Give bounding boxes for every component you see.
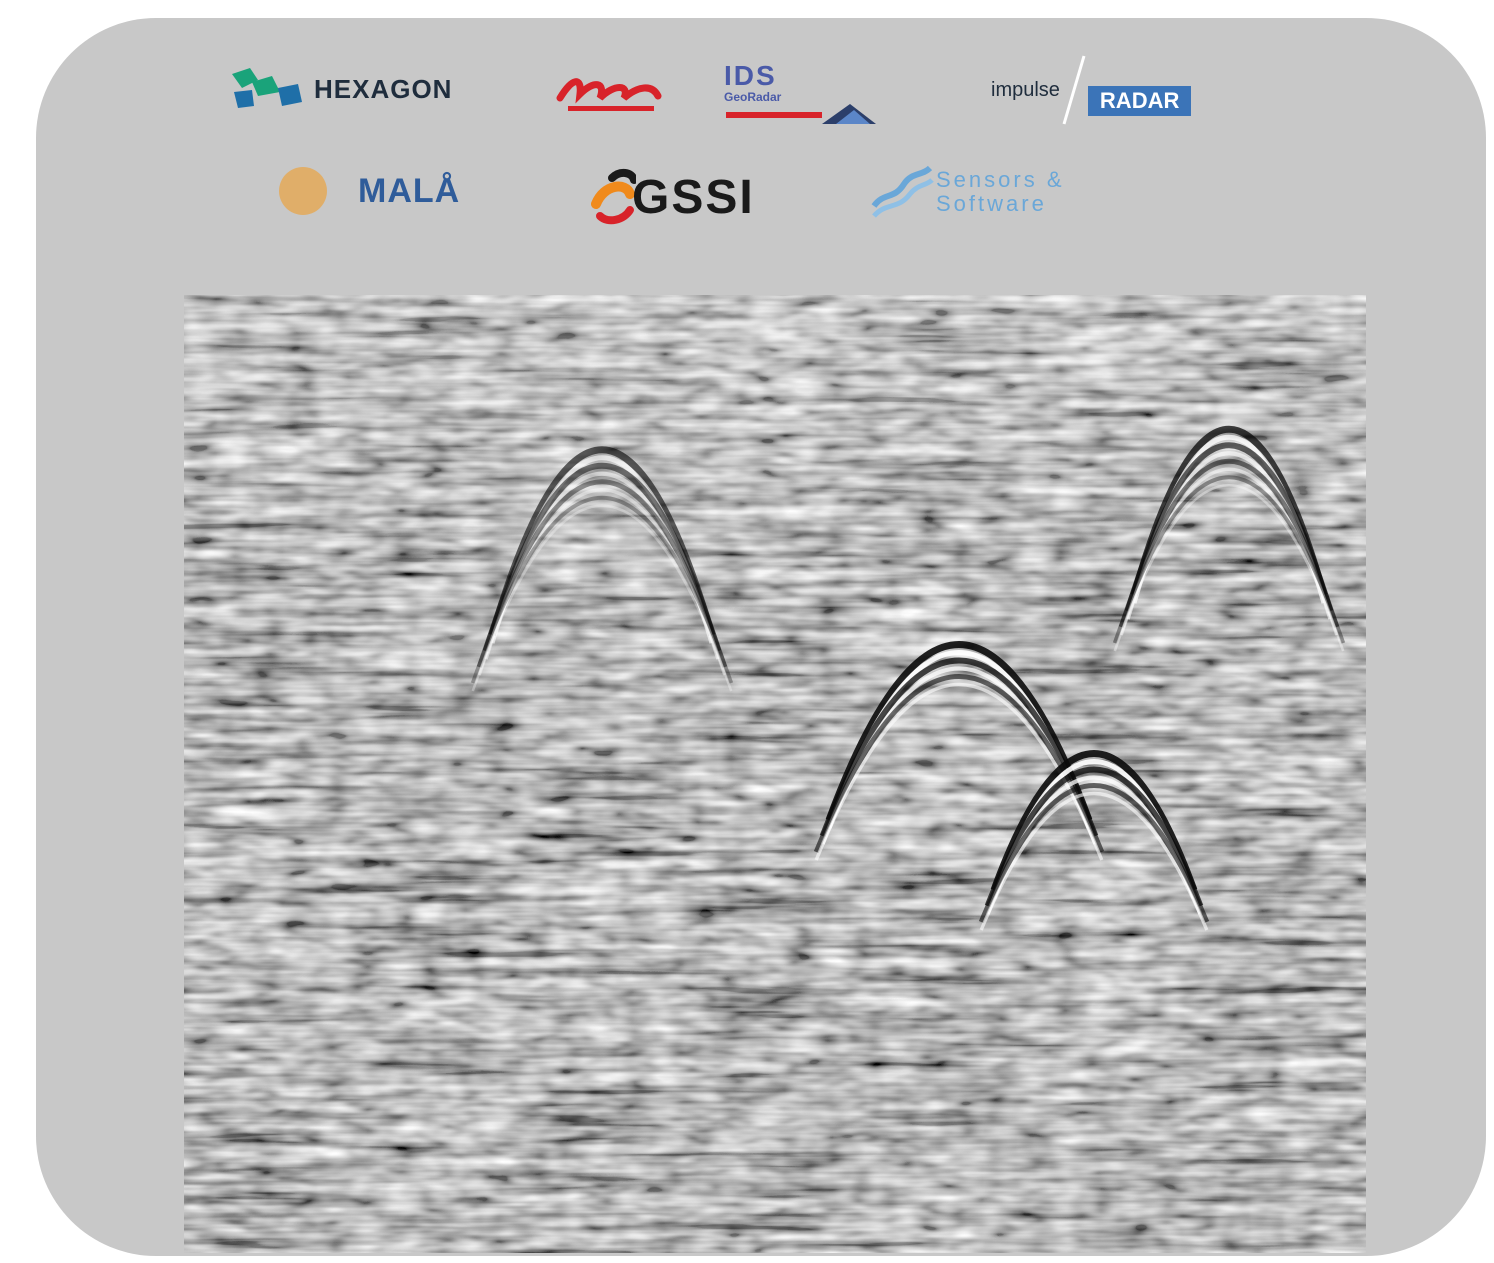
hexagon-text: HEXAGON [314, 74, 452, 105]
gssi-swoosh-icon [586, 164, 636, 230]
ids-logo: IDS GeoRadar [724, 62, 889, 126]
radar-text: RADAR [1088, 86, 1191, 116]
mala-sun-icon [266, 164, 340, 218]
leica-logo [554, 68, 666, 116]
gssi-logo: GSSI [586, 164, 755, 230]
leica-wordmark-icon [554, 68, 666, 116]
ids-mountain-icon [724, 102, 889, 126]
mala-logo: MALÅ [266, 164, 460, 218]
logo-card: HEXAGON IDS GeoRadar impulse RADAR MALÅ [36, 18, 1486, 1256]
impulse-slash-icon [1060, 54, 1088, 126]
sensors-wave-icon [870, 162, 934, 222]
hexagon-logo: HEXAGON [228, 66, 452, 112]
ids-text: IDS [724, 62, 777, 90]
gpr-radargram-image [184, 295, 1366, 1253]
impulse-text: impulse [991, 79, 1060, 102]
impulse-radar-logo: impulse RADAR [991, 54, 1191, 126]
sensors-software-logo: Sensors & Software [870, 162, 1065, 222]
software-text: Software [936, 192, 1065, 216]
sensors-text: Sensors & [936, 168, 1065, 192]
hexagon-mark-icon [228, 66, 306, 112]
gssi-text: GSSI [632, 170, 755, 225]
mala-text: MALÅ [358, 172, 460, 211]
